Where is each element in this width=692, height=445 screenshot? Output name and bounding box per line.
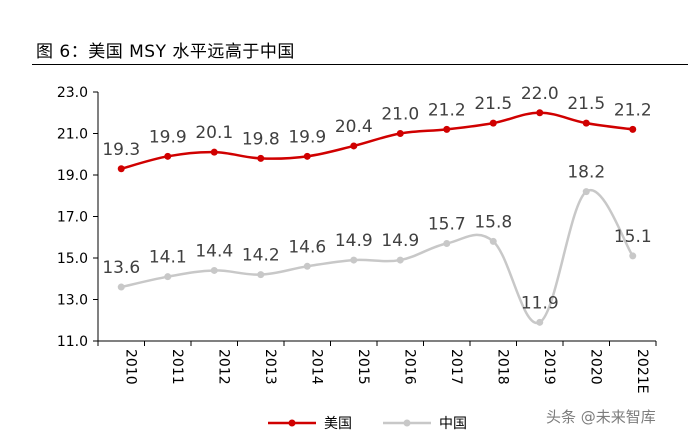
data-point — [303, 262, 311, 270]
x-tick-label: 2014 — [308, 349, 324, 385]
data-point — [257, 154, 265, 162]
x-tick-label: 2013 — [262, 349, 278, 385]
data-point — [443, 239, 451, 247]
data-point — [582, 188, 590, 196]
y-tick-label: 19.0 — [57, 168, 88, 184]
legend-label: 中国 — [439, 416, 467, 432]
data-label: 19.3 — [102, 140, 140, 160]
watermark: 头条 @未来智库 — [546, 408, 656, 426]
data-point — [210, 266, 218, 274]
data-point — [164, 152, 172, 160]
data-point — [350, 142, 358, 150]
data-label: 22.0 — [521, 84, 559, 104]
data-point — [489, 119, 497, 127]
data-label: 15.7 — [428, 214, 466, 234]
data-label: 20.1 — [195, 123, 233, 143]
data-label: 14.2 — [242, 246, 280, 266]
data-label: 21.2 — [614, 100, 652, 120]
data-point — [117, 165, 125, 173]
x-tick-label: 2015 — [355, 349, 371, 385]
legend: 美国 中国 — [268, 416, 467, 432]
data-label: 15.1 — [614, 227, 652, 247]
data-label: 11.9 — [521, 293, 559, 313]
y-tick-label: 13.0 — [57, 293, 88, 309]
data-point — [582, 119, 590, 127]
data-point — [303, 152, 311, 160]
data-label: 19.8 — [242, 129, 280, 149]
x-tick-label: 2010 — [122, 349, 138, 385]
data-point — [536, 318, 544, 326]
data-label: 14.1 — [149, 248, 187, 268]
data-point — [489, 237, 497, 245]
data-point — [396, 256, 404, 264]
x-tick-label: 2018 — [494, 349, 510, 385]
data-point — [536, 109, 544, 117]
data-point — [117, 283, 125, 291]
data-label: 14.9 — [381, 231, 419, 251]
figure-title: 图 6：美国 MSY 水平远高于中国 — [36, 42, 295, 62]
data-labels: 19.3 19.9 20.1 19.8 19.9 20.4 21.0 21.2 21.5 22.0… — [102, 84, 651, 314]
axes: 11.0 13.0 15.0 17.0 19.0 21.0 23.0 2010 2011 2012… — [57, 85, 657, 393]
y-tick-label: 23.0 — [57, 85, 88, 101]
data-point — [396, 130, 404, 137]
data-label: 21.0 — [381, 105, 419, 125]
data-label: 14.4 — [195, 241, 233, 261]
y-tick-label: 11.0 — [57, 334, 88, 350]
x-tick-label: 2012 — [215, 349, 231, 385]
x-tick-label: 2019 — [541, 349, 557, 385]
legend-label: 美国 — [324, 416, 352, 432]
y-tick-label: 17.0 — [57, 210, 88, 226]
data-point — [210, 148, 218, 156]
title-divider — [32, 64, 688, 65]
x-tick-label: 2020 — [587, 349, 603, 385]
y-tick-label: 15.0 — [57, 251, 88, 267]
data-label: 15.8 — [474, 212, 512, 232]
series-line-usa — [120, 111, 633, 170]
x-tick-label: 2017 — [448, 349, 464, 385]
data-label: 14.6 — [288, 237, 326, 257]
x-tick-label: 2011 — [169, 349, 185, 385]
data-label: 18.2 — [567, 163, 605, 183]
data-label: 19.9 — [288, 127, 326, 147]
data-point — [257, 271, 265, 279]
data-label: 21.5 — [567, 94, 605, 114]
series-layer — [117, 109, 637, 326]
data-point — [443, 125, 451, 133]
data-label: 13.6 — [102, 258, 140, 278]
data-label: 14.9 — [335, 231, 373, 251]
data-point — [164, 273, 172, 281]
data-point — [629, 252, 637, 260]
x-tick-label: 2016 — [401, 349, 417, 385]
y-tick-label: 21.0 — [57, 127, 88, 143]
data-label: 20.4 — [335, 117, 373, 137]
data-point — [629, 125, 637, 133]
legend-marker — [403, 419, 411, 427]
legend-marker — [288, 419, 296, 427]
data-label: 19.9 — [149, 127, 187, 147]
data-point — [350, 256, 358, 264]
x-tick-label: 2021E — [634, 349, 650, 393]
data-label: 21.2 — [428, 100, 466, 120]
data-label: 21.5 — [474, 94, 512, 114]
